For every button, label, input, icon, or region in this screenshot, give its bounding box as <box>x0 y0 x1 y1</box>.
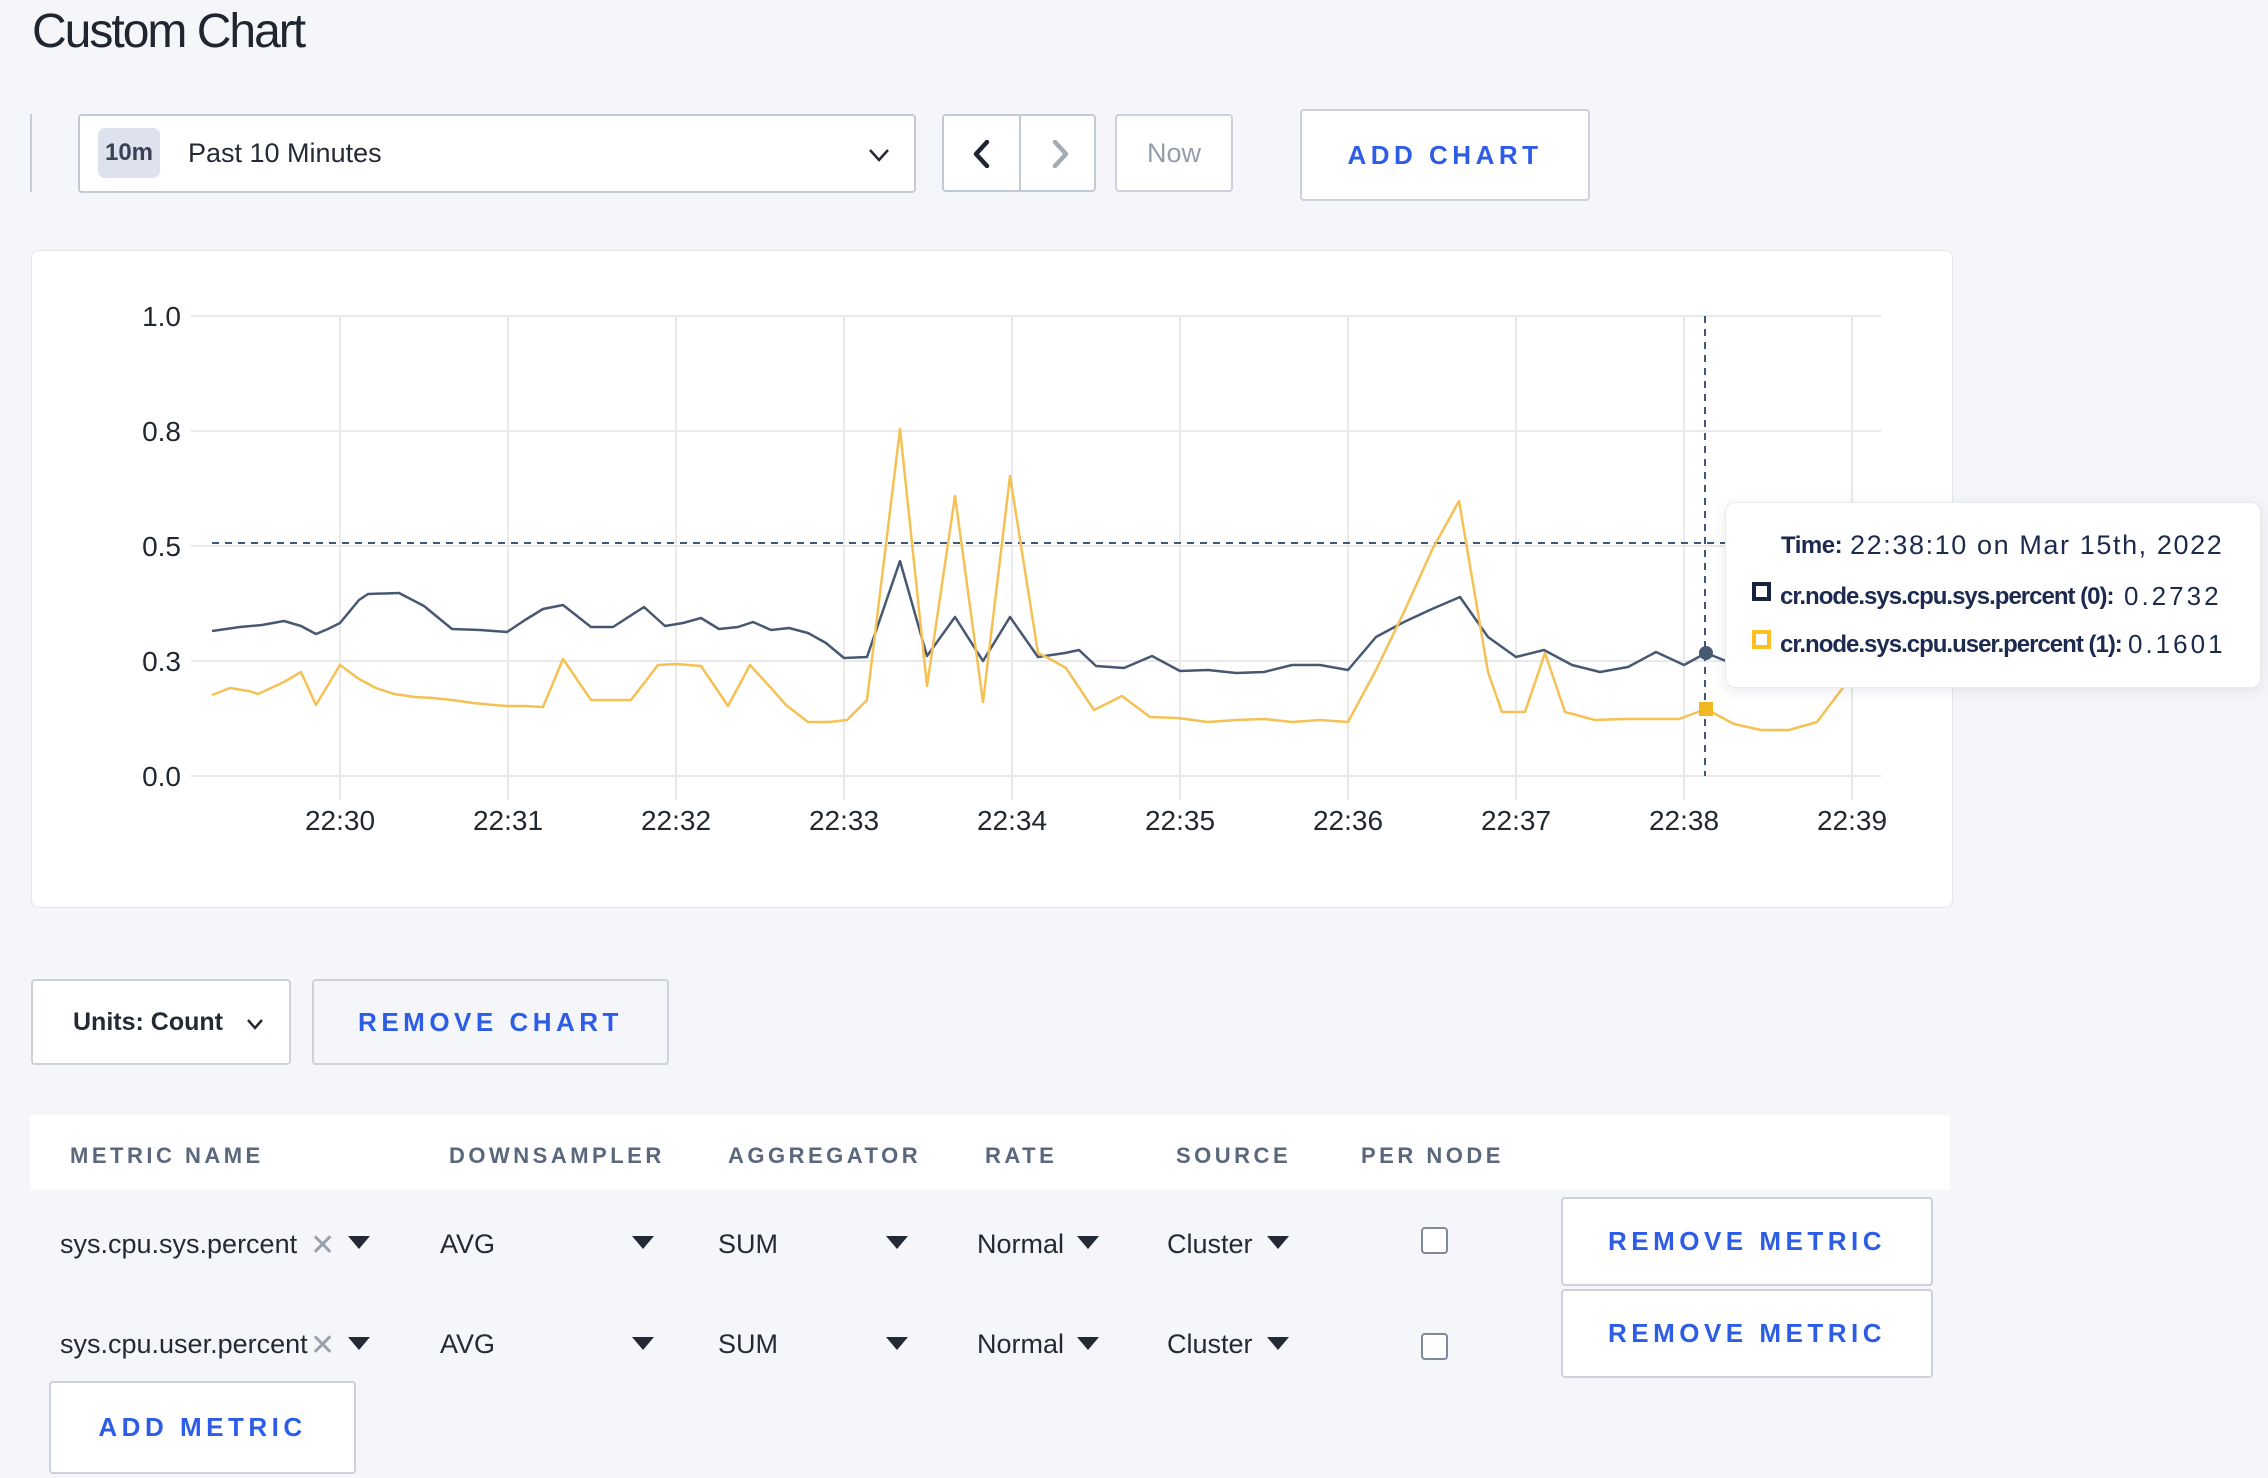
svg-text:1.0: 1.0 <box>142 301 181 332</box>
svg-text:22:33: 22:33 <box>809 805 879 836</box>
svg-text:0.3: 0.3 <box>142 646 181 677</box>
svg-text:0.8: 0.8 <box>142 416 181 447</box>
svg-text:22:34: 22:34 <box>977 805 1047 836</box>
svg-text:22:37: 22:37 <box>1481 805 1551 836</box>
svg-text:22:31: 22:31 <box>473 805 543 836</box>
svg-text:22:36: 22:36 <box>1313 805 1383 836</box>
svg-text:22:30: 22:30 <box>305 805 375 836</box>
svg-text:22:38: 22:38 <box>1649 805 1719 836</box>
svg-text:22:39: 22:39 <box>1817 805 1887 836</box>
svg-text:22:35: 22:35 <box>1145 805 1215 836</box>
svg-text:0.5: 0.5 <box>142 531 181 562</box>
svg-text:22:32: 22:32 <box>641 805 711 836</box>
svg-text:0.0: 0.0 <box>142 761 181 792</box>
